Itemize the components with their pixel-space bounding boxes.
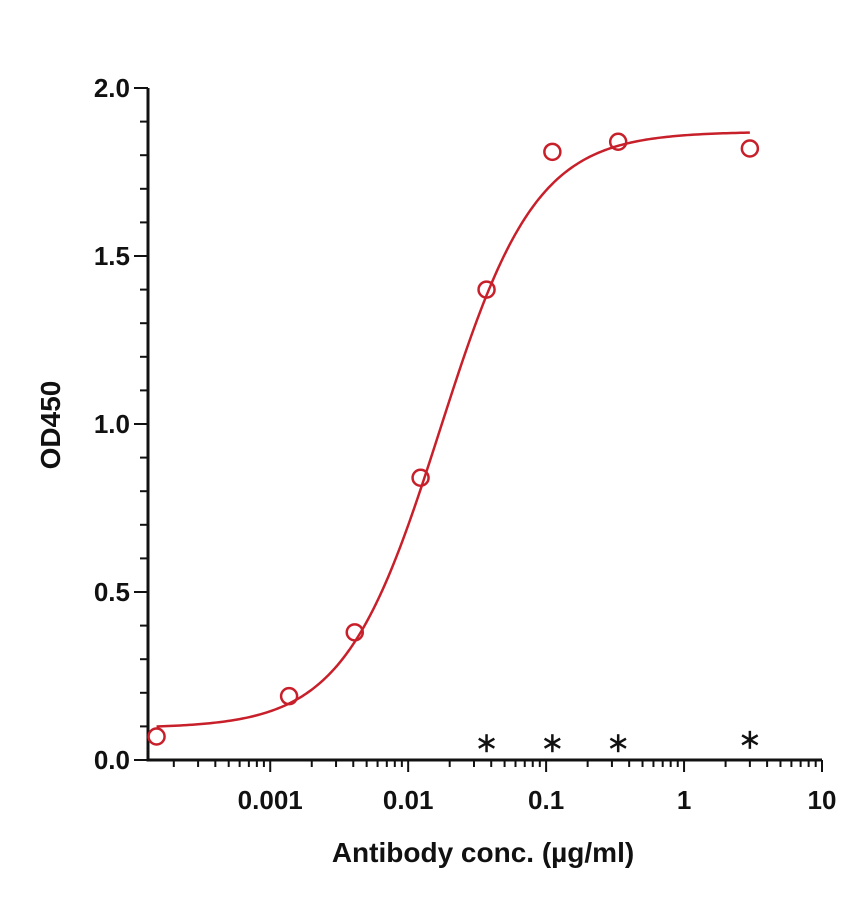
y-tick-label: 1.5: [94, 241, 130, 271]
fit-curve: [156, 131, 750, 728]
y-tick-label: 0.0: [94, 745, 130, 775]
y-tick-label: 2.0: [94, 73, 130, 103]
x-axis-ticks: 0.001 0.01 0.1 1 10: [172, 760, 837, 815]
axes: [146, 88, 822, 762]
fit-curve-group: [156, 131, 750, 728]
data-point-circle: [740, 139, 760, 158]
data-point-circle: [608, 132, 628, 152]
x-tick-label: 10: [808, 785, 837, 815]
data-points: [147, 132, 760, 753]
star-stroke: [478, 737, 495, 749]
star-stroke: [741, 734, 759, 746]
data-point-circle: [345, 623, 365, 642]
x-tick-label: 0.1: [528, 785, 564, 815]
x-tick-label: 1: [677, 785, 691, 815]
x-axis-label: Antibody conc. (µg/ml): [332, 837, 634, 868]
data-point-circle: [543, 142, 562, 162]
data-point-star: [741, 730, 759, 749]
star-stroke: [543, 737, 561, 749]
data-point-star: [478, 734, 495, 753]
x-tick-label: 0.01: [383, 785, 434, 815]
y-axis-label: OD450: [35, 381, 66, 470]
data-point-circle: [411, 468, 430, 488]
data-point-circle: [477, 280, 496, 299]
x-tick-label: 0.001: [238, 785, 303, 815]
data-point-star: [543, 734, 561, 753]
data-point-circle: [147, 727, 166, 746]
y-axis-ticks: 0.0 0.5 1.0 1.5 2.0: [94, 73, 148, 775]
star-stroke: [609, 737, 627, 749]
y-tick-label: 0.5: [94, 577, 130, 607]
y-tick-label: 1.0: [94, 409, 130, 439]
data-point-star: [609, 734, 627, 753]
data-point-circle: [279, 686, 299, 706]
